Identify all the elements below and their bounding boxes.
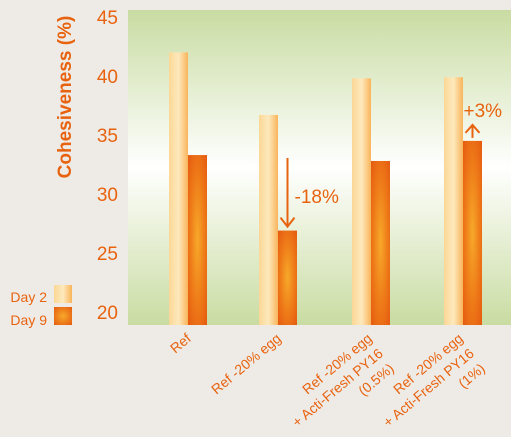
- annotation-label: +3%: [464, 101, 503, 122]
- bars: [169, 52, 482, 326]
- annotation-label: -18%: [295, 187, 339, 208]
- category-labels: Ref Ref -20% egg Ref -20% egg+ Acti-Fresh …: [167, 330, 488, 430]
- y-axis-ticks: 20 25 30 35 40 45: [97, 8, 118, 324]
- annotation-arrowhead: [279, 216, 296, 229]
- y-axis-label: Cohesiveness (%): [55, 16, 76, 179]
- legend-swatch-day2: [54, 285, 72, 303]
- bar-day2-cat3: [444, 77, 463, 326]
- y-tick-label: 30: [97, 185, 118, 206]
- y-tick-label: 40: [97, 67, 118, 88]
- category-label: Ref: [167, 330, 194, 356]
- annotation-arrowhead: [464, 123, 481, 134]
- bar-day9-cat2: [371, 160, 390, 325]
- bar-day9-cat1: [278, 230, 297, 325]
- legend: Day 2 Day 9: [10, 285, 72, 328]
- legend-label-day9: Day 9: [10, 312, 47, 328]
- legend-swatch-day9: [54, 307, 72, 325]
- legend-label-day2: Day 2: [10, 289, 47, 305]
- category-label: Ref -20% egg: [208, 330, 284, 397]
- bar-day2-cat0: [169, 52, 188, 326]
- bar-day9-cat3: [463, 140, 482, 325]
- y-tick-label: 20: [97, 303, 118, 324]
- bar-day9-cat0: [188, 155, 207, 325]
- y-tick-label: 25: [97, 244, 118, 265]
- y-tick-label: 35: [97, 126, 118, 147]
- bar-day2-cat2: [352, 78, 371, 325]
- annotations: -18% +3%: [279, 101, 503, 229]
- bar-day2-cat1: [259, 114, 278, 325]
- y-tick-label: 45: [97, 8, 118, 29]
